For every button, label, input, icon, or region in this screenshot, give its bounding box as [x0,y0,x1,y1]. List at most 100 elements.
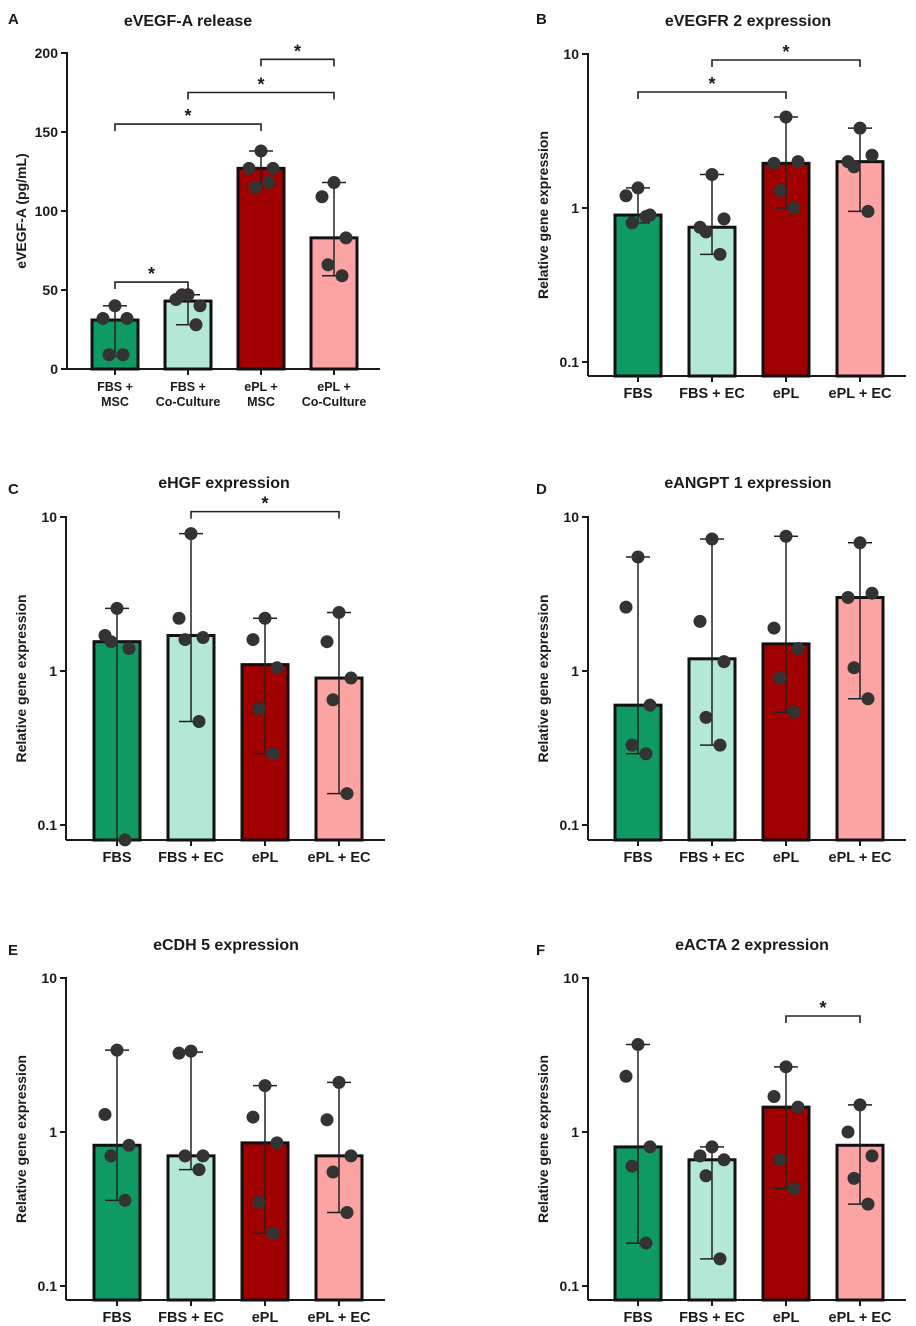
data-point [184,527,198,541]
y-tick-label: 10 [563,46,579,62]
significance-star: * [819,998,826,1018]
data-point [791,641,805,655]
data-point [713,1252,727,1266]
data-point [122,641,136,655]
data-point [122,1138,136,1152]
x-tick-label: FBS [624,1310,653,1326]
data-point [116,348,130,362]
significance-star: * [261,494,268,514]
significance-star: * [782,42,789,62]
data-point [717,212,731,226]
data-point [861,1197,875,1211]
data-point [120,311,134,325]
data-point [96,311,110,325]
panel-letter: E [8,942,18,959]
data-point [266,161,280,175]
bar [236,166,286,371]
data-point [717,655,731,669]
chart-title: eACTA 2 expression [675,937,829,954]
data-point [631,1037,645,1051]
x-tick-label: FBS + EC [158,850,224,866]
data-point [254,144,268,158]
data-point [779,1060,793,1074]
data-point [639,210,653,224]
data-point [196,1149,210,1163]
x-tick-label: ePL + MSC [244,380,277,409]
data-point [865,1149,879,1163]
data-point [246,1110,260,1124]
data-point [110,1043,124,1057]
bar [613,213,663,378]
data-point [252,1195,266,1209]
data-point [192,1163,206,1177]
data-point [178,1149,192,1163]
data-point [699,710,713,724]
data-point [773,183,787,197]
data-point [847,661,861,675]
y-tick-label: 1 [49,663,57,679]
data-point [861,692,875,706]
data-point [773,671,787,685]
data-point [705,1140,719,1154]
data-point [175,288,189,302]
data-point [779,529,793,543]
y-tick-label: 0.1 [38,1278,58,1294]
x-tick-label: ePL [773,386,800,402]
significance-star: * [184,106,191,126]
data-point [315,190,329,204]
data-point [242,161,256,175]
data-point [643,698,657,712]
data-point [104,1149,118,1163]
data-point [193,299,207,313]
panel-letter: D [536,481,547,498]
data-point [787,705,801,719]
data-point [713,247,727,261]
data-point [705,168,719,182]
y-tick-label: 1 [571,663,579,679]
data-point [258,611,272,625]
data-point [270,1136,284,1150]
y-axis-label: Relative gene expression [535,131,551,299]
data-point [248,180,262,194]
significance-bracket [785,1015,861,1023]
data-point [339,231,353,245]
y-tick-label: 200 [35,45,59,61]
y-tick-label: 1 [571,1124,579,1140]
significance-bracket [190,510,340,519]
x-tick-label: ePL [252,850,279,866]
data-point [192,714,206,728]
data-point [619,189,633,203]
x-tick-label: FBS [624,850,653,866]
data-point [631,550,645,564]
data-point [258,1079,272,1093]
data-point [266,1226,280,1240]
significance-star: * [708,74,715,94]
data-point [767,156,781,170]
data-point [841,1125,855,1139]
x-tick-label: FBS [103,850,132,866]
significance-bracket [114,281,189,290]
y-axis-label: eVEGF-A (pg/mL) [13,153,29,268]
chart-title: eHGF expression [158,475,290,492]
data-point [320,635,334,649]
chart-title: eVEGF-A release [124,13,252,30]
data-point [102,348,116,362]
y-tick-label: 10 [563,509,579,525]
y-axis-label: Relative gene expression [13,1055,29,1223]
significance-star: * [294,41,301,61]
data-point [104,635,118,649]
data-point [98,1107,112,1121]
data-point [779,110,793,124]
data-point [767,1090,781,1104]
y-tick-label: 150 [35,124,59,140]
x-tick-label: FBS + MSC [97,380,133,409]
data-point [118,833,132,847]
data-point [172,611,186,625]
x-tick-label: FBS + EC [679,1310,745,1326]
x-tick-label: FBS [624,386,653,402]
x-tick-label: FBS + EC [158,1310,224,1326]
